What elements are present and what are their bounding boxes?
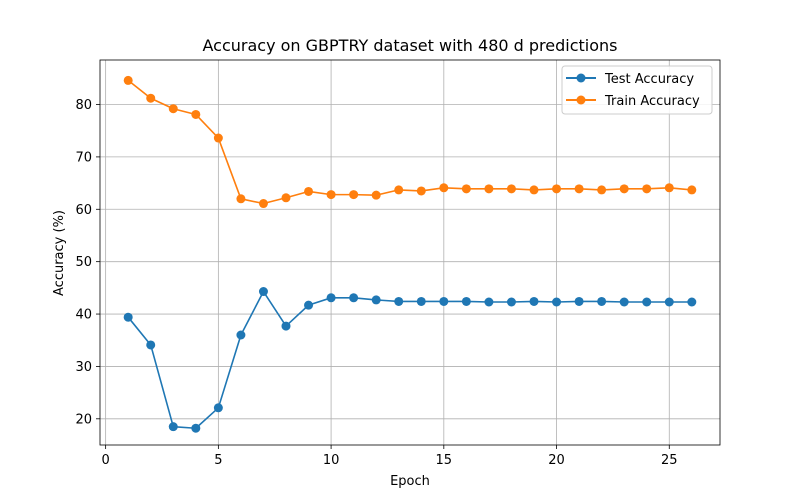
x-tick-label: 5 xyxy=(214,453,222,468)
train-accuracy-point xyxy=(552,184,562,194)
x-axis-title: Epoch xyxy=(390,474,430,489)
train-accuracy-point xyxy=(574,184,584,194)
test-accuracy-point xyxy=(394,296,404,306)
train-accuracy-point xyxy=(461,184,471,194)
train-accuracy-point xyxy=(664,183,674,193)
test-accuracy-point xyxy=(664,297,674,307)
y-tick-label: 20 xyxy=(75,412,92,427)
train-accuracy-point xyxy=(642,184,652,194)
test-accuracy-point xyxy=(439,296,449,306)
series-layer xyxy=(123,75,697,433)
test-accuracy-point xyxy=(506,297,516,307)
y-tick-label: 80 xyxy=(75,98,92,113)
x-tick-label: 25 xyxy=(661,453,678,468)
legend-box xyxy=(561,65,713,115)
x-tick-label: 10 xyxy=(323,453,340,468)
y-axis-title: Accuracy (%) xyxy=(52,210,67,296)
test-accuracy-point xyxy=(258,287,268,297)
chart-title: Accuracy on GBPTRY dataset with 480 d pr… xyxy=(203,36,618,55)
train-accuracy-point xyxy=(394,185,404,195)
train-accuracy-point xyxy=(236,194,246,204)
legend: Test Accuracy Train Accuracy xyxy=(561,65,713,115)
train-accuracy-point xyxy=(619,184,629,194)
x-tick-label: 0 xyxy=(101,453,109,468)
test-accuracy-point xyxy=(529,296,539,306)
train-accuracy-point xyxy=(213,133,223,143)
axes-layer xyxy=(99,59,721,446)
test-accuracy-point xyxy=(146,340,156,350)
test-accuracy-point xyxy=(552,297,562,307)
y-tick-label: 40 xyxy=(75,308,92,323)
test-accuracy-point xyxy=(236,330,246,340)
train-accuracy-point xyxy=(597,185,607,195)
test-accuracy-point xyxy=(213,403,223,413)
train-accuracy-point xyxy=(258,199,268,209)
train-accuracy-point xyxy=(687,185,697,195)
train-accuracy-point xyxy=(191,109,201,119)
legend-marker-train xyxy=(576,95,586,105)
train-accuracy-point xyxy=(326,190,336,200)
test-accuracy-point xyxy=(642,297,652,307)
train-accuracy-point xyxy=(439,183,449,193)
test-accuracy-point xyxy=(416,296,426,306)
train-accuracy-point xyxy=(281,193,291,203)
train-accuracy-point xyxy=(146,93,156,103)
train-accuracy-point xyxy=(304,186,314,196)
train-accuracy-point xyxy=(371,190,381,200)
test-accuracy-point xyxy=(461,296,471,306)
test-accuracy-point xyxy=(123,312,133,322)
legend-label-train: Train Accuracy xyxy=(604,94,700,109)
test-accuracy-point xyxy=(597,296,607,306)
test-accuracy-point xyxy=(619,297,629,307)
test-accuracy-point xyxy=(281,321,291,331)
test-accuracy-point xyxy=(191,423,201,433)
train-accuracy-point xyxy=(506,184,516,194)
x-tick-label: 20 xyxy=(548,453,565,468)
y-tick-label: 30 xyxy=(75,360,92,375)
ticks-layer: 0 5 10 15 20 25 20 30 40 50 60 70 80 xyxy=(75,98,677,468)
train-accuracy-point xyxy=(123,75,133,85)
y-tick-label: 70 xyxy=(75,150,92,165)
grid-layer xyxy=(100,60,720,445)
train-accuracy-point xyxy=(349,190,359,200)
test-accuracy-point xyxy=(371,295,381,305)
test-accuracy-point xyxy=(574,296,584,306)
train-accuracy-point xyxy=(168,104,178,114)
y-tick-label: 50 xyxy=(75,255,92,270)
test-accuracy-point xyxy=(304,300,314,310)
train-accuracy-point xyxy=(529,185,539,195)
legend-label-test: Test Accuracy xyxy=(604,72,694,87)
test-accuracy-point xyxy=(484,297,494,307)
test-accuracy-point xyxy=(326,293,336,303)
x-tick-label: 15 xyxy=(436,453,453,468)
plot-frame xyxy=(99,59,721,446)
train-accuracy-point xyxy=(484,184,494,194)
y-tick-label: 60 xyxy=(75,203,92,218)
test-accuracy-point xyxy=(687,297,697,307)
legend-marker-test xyxy=(576,73,586,83)
test-accuracy-point xyxy=(168,422,178,432)
test-accuracy-point xyxy=(349,293,359,303)
train-accuracy-point xyxy=(416,186,426,196)
